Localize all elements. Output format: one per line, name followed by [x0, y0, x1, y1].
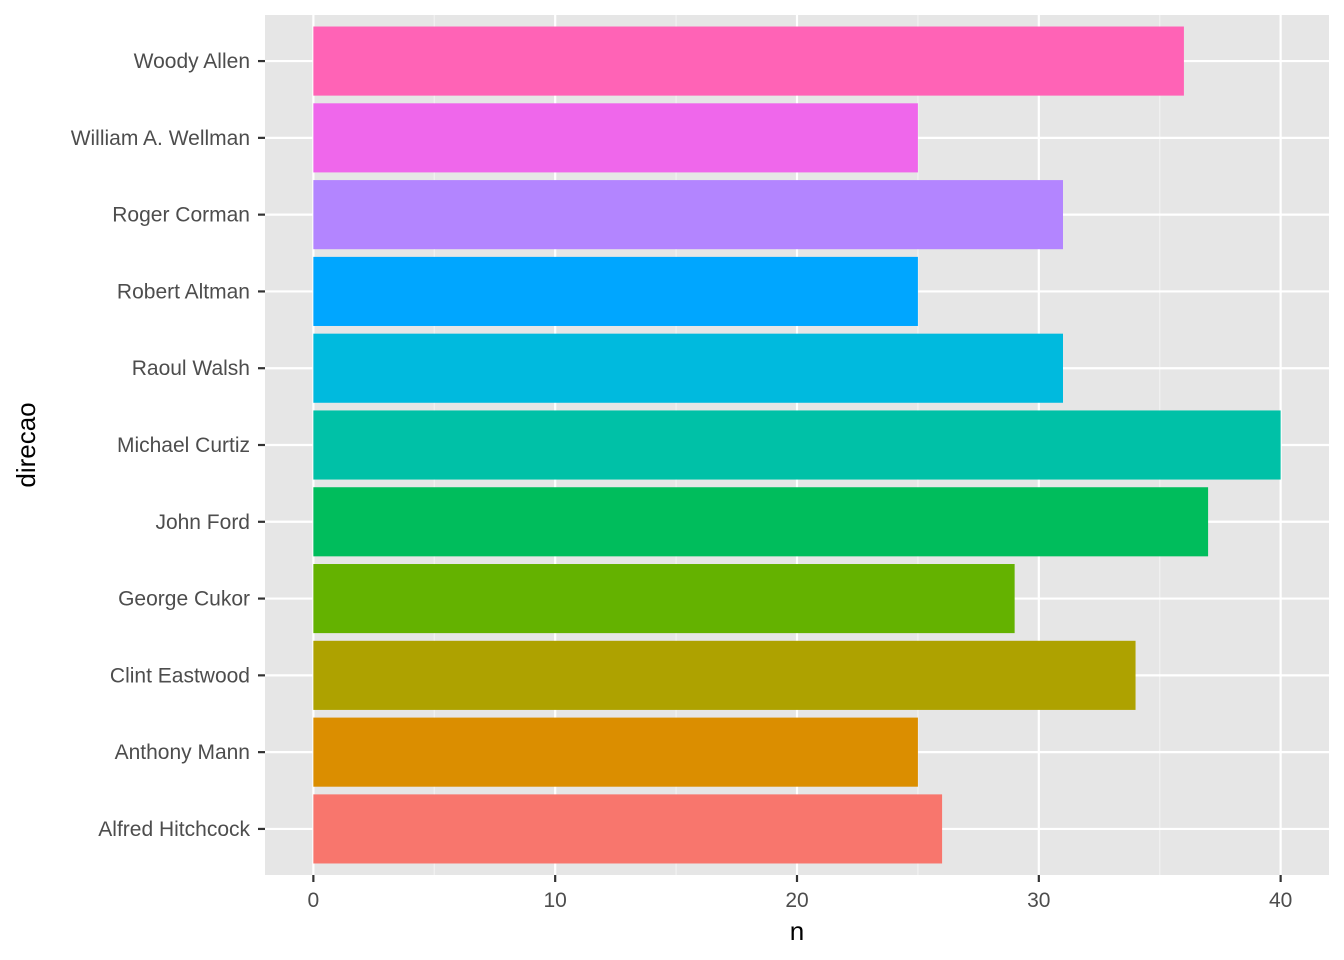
bar: [313, 410, 1281, 480]
bars: [313, 26, 1281, 864]
x-axis: 0 10 20 30 40: [308, 875, 1292, 912]
y-tick-label: John Ford: [155, 511, 250, 534]
y-tick-label: William A. Wellman: [71, 127, 250, 150]
y-tick-label: Raoul Walsh: [132, 357, 250, 380]
y-tick-label: Anthony Mann: [115, 741, 250, 764]
y-tick-label: Roger Corman: [112, 204, 250, 227]
x-axis-title: n: [790, 916, 804, 946]
bar: [313, 564, 1015, 634]
y-axis-title: direcao: [11, 402, 41, 487]
y-tick-label: Robert Altman: [117, 280, 250, 303]
x-tick-label: 20: [785, 889, 808, 912]
y-axis: Alfred Hitchcock Anthony Mann Clint Eastwo…: [71, 50, 265, 841]
x-tick-label: 30: [1027, 889, 1050, 912]
bar: [313, 717, 918, 787]
y-tick-label: Woody Allen: [134, 50, 250, 73]
x-tick-label: 0: [308, 889, 320, 912]
y-tick-label: Michael Curtiz: [117, 434, 250, 457]
y-tick-label: George Cukor: [118, 588, 250, 611]
bar: [313, 103, 918, 173]
x-tick-label: 40: [1269, 889, 1292, 912]
bar: [313, 333, 1063, 403]
bar: [313, 640, 1136, 710]
bar: [313, 26, 1184, 96]
bar: [313, 180, 1063, 250]
x-tick-label: 10: [544, 889, 567, 912]
y-tick-label: Alfred Hitchcock: [98, 818, 250, 841]
y-tick-label: Clint Eastwood: [110, 664, 250, 687]
bar: [313, 794, 943, 864]
bar: [313, 256, 918, 326]
bar: [313, 487, 1209, 557]
